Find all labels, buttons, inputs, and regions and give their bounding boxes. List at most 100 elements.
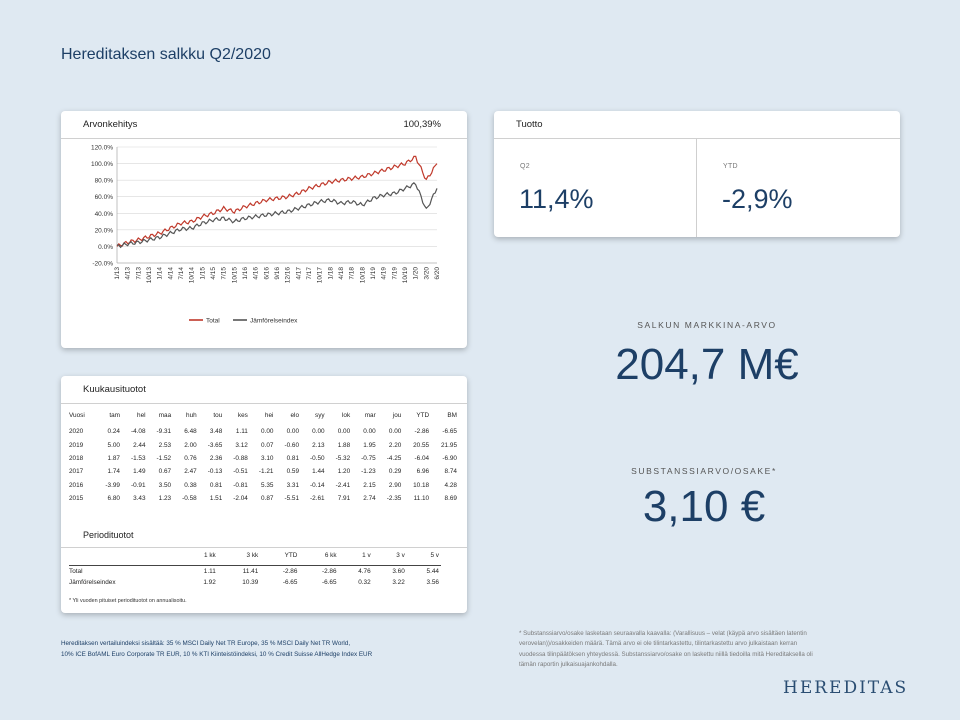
chart-card-title: Arvonkehitys xyxy=(83,119,138,130)
x-tick-label: 4/18 xyxy=(338,267,345,280)
table-cell: 2016 xyxy=(69,481,84,489)
table-cell: 0.87 xyxy=(260,495,274,503)
table-header-cell: kes xyxy=(237,412,248,419)
monthly-card-header: Kuukausituotot xyxy=(61,376,467,404)
table-cell: 1.92 xyxy=(203,578,216,586)
table-cell: -0.81 xyxy=(233,481,248,489)
table-cell: -3.99 xyxy=(105,481,120,489)
table-cell: 5.35 xyxy=(260,481,274,489)
y-tick-label: 20.0% xyxy=(95,227,114,234)
table-cell: 11.41 xyxy=(217,565,261,577)
table-cell: 21.95 xyxy=(441,441,457,449)
table-cell: Jämförelseindex xyxy=(69,578,116,586)
table-cell: 1.11 xyxy=(235,428,248,436)
x-tick-label: 10/17 xyxy=(317,267,324,284)
table-cell: 0.67 xyxy=(158,468,172,476)
series-line-total xyxy=(116,155,438,247)
x-tick-label: 1/19 xyxy=(370,267,377,280)
table-cell: 0.00 xyxy=(312,428,325,436)
table-cell: 0.38 xyxy=(184,481,197,489)
table-cell: 3.43 xyxy=(133,495,146,503)
table-cell: -6.65 xyxy=(321,578,337,586)
table-header-cell: huh xyxy=(186,412,197,419)
table-header-cell: 6 kk xyxy=(324,552,337,559)
table-cell: 2.13 xyxy=(312,441,325,449)
table-cell: -0.58 xyxy=(182,495,197,503)
table-header-cell: 3 v xyxy=(396,552,405,559)
y-tick-label: 80.0% xyxy=(95,178,114,185)
period-divider xyxy=(61,547,467,548)
table-cell: 3.48 xyxy=(209,428,223,436)
table-cell: 2.47 xyxy=(184,468,197,476)
table-cell: -6.65 xyxy=(442,428,457,436)
table-header-cell: tam xyxy=(109,412,120,419)
x-tick-label: 6/16 xyxy=(263,267,270,280)
x-tick-label: 12/16 xyxy=(285,267,292,284)
table-cell: -1.21 xyxy=(258,468,274,476)
table-cell: -2.41 xyxy=(335,481,351,489)
x-tick-label: 1/13 xyxy=(114,267,121,280)
table-cell: 6.80 xyxy=(107,495,120,503)
chart-card-value: 100,39% xyxy=(403,119,441,130)
page-title: Hereditaksen salkku Q2/2020 xyxy=(61,46,271,63)
x-tick-label: 4/14 xyxy=(167,267,174,280)
table-header-cell: jou xyxy=(392,412,402,419)
table-cell: 2.36 xyxy=(209,454,223,462)
nav-footnote-line: * Substanssiarvo/osake lasketaan seuraav… xyxy=(519,630,807,637)
x-tick-label: 1/14 xyxy=(157,267,164,280)
return-card: Tuotto Q2 11,4% YTD -2,9% xyxy=(494,111,900,237)
table-cell: 5.00 xyxy=(107,441,120,449)
performance-chart: 120.0% 100.0% 80.0% 60.0% 40.0% 20.0% 0.0% -20.… xyxy=(91,145,441,325)
table-header-cell: tou xyxy=(213,412,223,419)
table-cell: 2.00 xyxy=(184,441,197,449)
table-cell: -6.90 xyxy=(442,454,457,462)
benchmark-footnote-line: Hereditaksen vertailuindeksi sisältää: 3… xyxy=(61,640,351,647)
table-cell: 4.28 xyxy=(444,481,457,489)
nav-label: SUBSTANSSIARVO/OSAKE* xyxy=(631,466,777,476)
x-tick-label: 4/16 xyxy=(253,267,260,280)
table-cell: 0.00 xyxy=(388,428,402,436)
table-cell: -2.86 xyxy=(414,428,430,436)
return-card-title: Tuotto xyxy=(516,119,543,130)
market-value: 204,7 M€ xyxy=(615,340,799,389)
table-cell: -4.25 xyxy=(386,454,402,462)
x-tick-label: 4/17 xyxy=(295,267,302,280)
table-cell: 1.87 xyxy=(107,454,120,462)
x-tick-label: 7/14 xyxy=(178,267,185,280)
table-cell: -3.65 xyxy=(207,441,223,449)
table-header-cell xyxy=(69,552,184,566)
table-cell: 1.11 xyxy=(183,565,218,577)
table-header-cell: hel xyxy=(137,412,146,419)
table-cell: 0.32 xyxy=(358,578,371,586)
table-cell: 20.55 xyxy=(413,441,430,449)
y-tick-label: 40.0% xyxy=(95,211,114,218)
table-row: 2015 6.80 3.43 1.23 -0.58 1.51 -2.04 0.87 -5.51 -… xyxy=(69,492,459,505)
table-row: 2019 5.00 2.44 2.53 2.00 -3.65 3.12 0.07 -0.60 2.… xyxy=(69,438,459,451)
table-header-cell: YTD xyxy=(284,552,298,559)
x-tick-label: 10/19 xyxy=(402,267,409,284)
table-cell: 1.95 xyxy=(363,441,376,449)
x-tick-label: 4/19 xyxy=(381,267,388,280)
nav-footnote-line: tämän raportin julkaisuajankohdalla. xyxy=(519,661,618,669)
table-cell: 0.00 xyxy=(260,428,274,436)
y-tick-label: -20.0% xyxy=(92,261,113,268)
x-tick-label: 9/16 xyxy=(274,267,281,280)
legend-label: Total xyxy=(206,318,220,325)
table-cell: 0.29 xyxy=(388,468,402,476)
y-tick-label: 120.0% xyxy=(91,145,113,152)
table-cell: -1.52 xyxy=(156,454,172,462)
benchmark-footnote: Hereditaksen vertailuindeksi sisältää: 3… xyxy=(61,638,461,660)
table-row: 2018 1.87 -1.53 -1.52 0.76 2.36 -0.88 3.10 0.81 -… xyxy=(69,452,459,465)
table-cell: -0.88 xyxy=(233,454,248,462)
table-cell: -0.91 xyxy=(130,481,146,489)
table-header-cell: YTD xyxy=(416,412,430,419)
table-row: 2017 1.74 1.49 0.67 2.47 -0.13 -0.51 -1.21 0.59 1… xyxy=(69,465,459,478)
table-cell: 2019 xyxy=(69,441,84,449)
series-line-benchmark xyxy=(116,181,438,249)
table-row: 2020 0.24 -4.08 -9.31 6.48 3.48 1.11 0.00 0.00 0.… xyxy=(69,425,459,438)
return-q2: Q2 11,4% xyxy=(494,139,697,237)
nav-footnote-line: vuodessa tilinpäätöksen yhteydessä. Subs… xyxy=(519,650,813,658)
table-cell: 3.56 xyxy=(426,578,439,586)
table-cell: 10.18 xyxy=(413,481,430,489)
